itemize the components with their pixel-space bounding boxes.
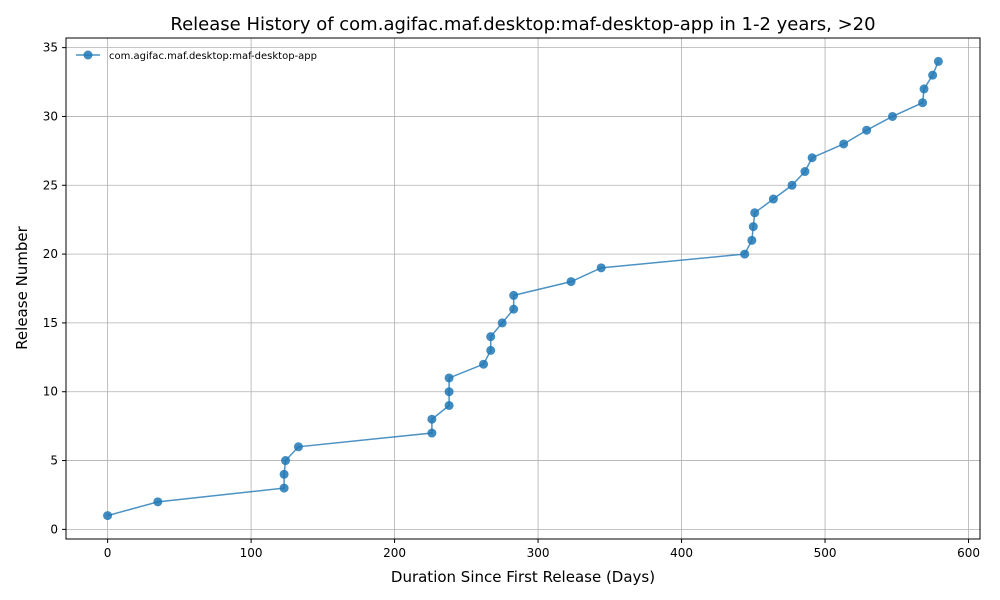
data-point (486, 345, 496, 355)
data-point (933, 56, 943, 66)
data-point (919, 84, 929, 94)
x-tick-label: 600 (957, 546, 980, 560)
data-point (596, 263, 606, 273)
data-point (509, 304, 519, 314)
data-point (444, 373, 454, 383)
chart-title: Release History of com.agifac.maf.deskto… (170, 14, 875, 35)
data-point (750, 208, 760, 218)
data-point (807, 153, 817, 163)
data-point (293, 442, 303, 452)
legend-marker-swatch (83, 50, 93, 60)
x-axis-title: Duration Since First Release (Days) (391, 568, 655, 586)
axis-ticks: 0 100 200 300 400 500 600 0 5 10 15 20 25 30 35 (43, 41, 980, 560)
series-line (107, 61, 940, 517)
data-point (768, 194, 778, 204)
data-point (497, 318, 507, 328)
series-layer (103, 56, 943, 521)
data-point (281, 456, 291, 466)
data-point (862, 125, 872, 135)
data-point (427, 428, 437, 438)
data-point (887, 111, 897, 121)
y-tick-label: 35 (43, 41, 58, 55)
data-point (748, 222, 758, 232)
data-point (279, 469, 289, 479)
x-tick-label: 0 (104, 546, 112, 560)
data-point (444, 387, 454, 397)
data-point (103, 511, 113, 521)
plot-frame (65, 37, 981, 540)
y-tick-label: 25 (43, 178, 58, 192)
x-tick-label: 400 (670, 546, 693, 560)
data-point (928, 70, 938, 80)
legend-label: com.agifac.maf.desktop:maf-desktop-app (109, 51, 317, 62)
y-tick-label: 15 (43, 316, 58, 330)
data-point (444, 400, 454, 410)
data-point (153, 497, 163, 507)
x-tick-label: 100 (240, 546, 263, 560)
x-tick-label: 300 (527, 546, 550, 560)
y-tick-label: 0 (50, 522, 58, 536)
x-tick-label: 200 (383, 546, 406, 560)
y-tick-label: 5 (50, 454, 58, 468)
y-tick-label: 30 (43, 109, 58, 123)
data-point (800, 167, 810, 177)
data-point (918, 98, 928, 108)
grid-lines (66, 38, 980, 539)
y-tick-label: 20 (43, 247, 58, 261)
legend: com.agifac.maf.desktop:maf-desktop-app (76, 50, 317, 62)
data-point (427, 414, 437, 424)
y-axis-title: Release Number (13, 225, 31, 349)
data-point (740, 249, 750, 259)
data-point (566, 277, 576, 287)
data-point (787, 180, 797, 190)
x-tick-label: 500 (814, 546, 837, 560)
y-tick-label: 10 (43, 385, 58, 399)
data-point (479, 359, 489, 369)
data-point (279, 483, 289, 493)
data-point (747, 235, 757, 245)
data-point (509, 290, 519, 300)
data-point (839, 139, 849, 149)
data-point (486, 332, 496, 342)
